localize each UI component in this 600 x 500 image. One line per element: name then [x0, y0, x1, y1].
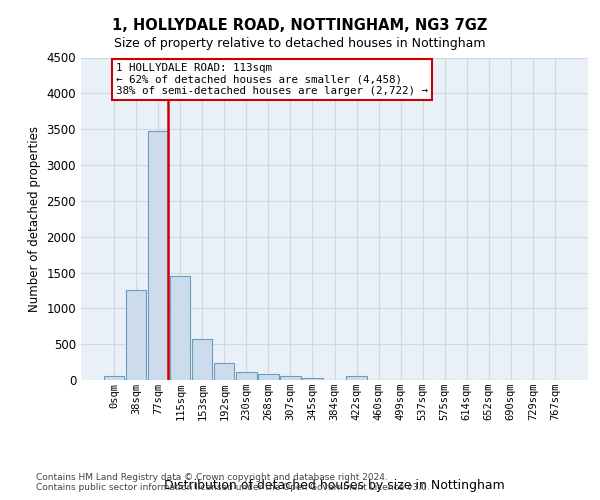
- Bar: [280, 376, 301, 380]
- Bar: [126, 290, 146, 380]
- Text: Contains HM Land Registry data © Crown copyright and database right 2024.: Contains HM Land Registry data © Crown c…: [36, 472, 388, 482]
- X-axis label: Distribution of detached houses by size in Nottingham: Distribution of detached houses by size …: [164, 478, 505, 492]
- Bar: [258, 374, 278, 380]
- Y-axis label: Number of detached properties: Number of detached properties: [28, 126, 41, 312]
- Bar: [214, 363, 235, 380]
- Bar: [236, 372, 257, 380]
- Bar: [104, 376, 124, 380]
- Bar: [192, 339, 212, 380]
- Bar: [148, 130, 169, 380]
- Bar: [302, 378, 323, 380]
- Text: 1 HOLLYDALE ROAD: 113sqm
← 62% of detached houses are smaller (4,458)
38% of sem: 1 HOLLYDALE ROAD: 113sqm ← 62% of detach…: [116, 63, 428, 96]
- Text: Contains public sector information licensed under the Open Government Licence v3: Contains public sector information licen…: [36, 484, 430, 492]
- Text: Size of property relative to detached houses in Nottingham: Size of property relative to detached ho…: [114, 38, 486, 51]
- Bar: [346, 376, 367, 380]
- Text: 1, HOLLYDALE ROAD, NOTTINGHAM, NG3 7GZ: 1, HOLLYDALE ROAD, NOTTINGHAM, NG3 7GZ: [112, 18, 488, 32]
- Bar: [170, 276, 190, 380]
